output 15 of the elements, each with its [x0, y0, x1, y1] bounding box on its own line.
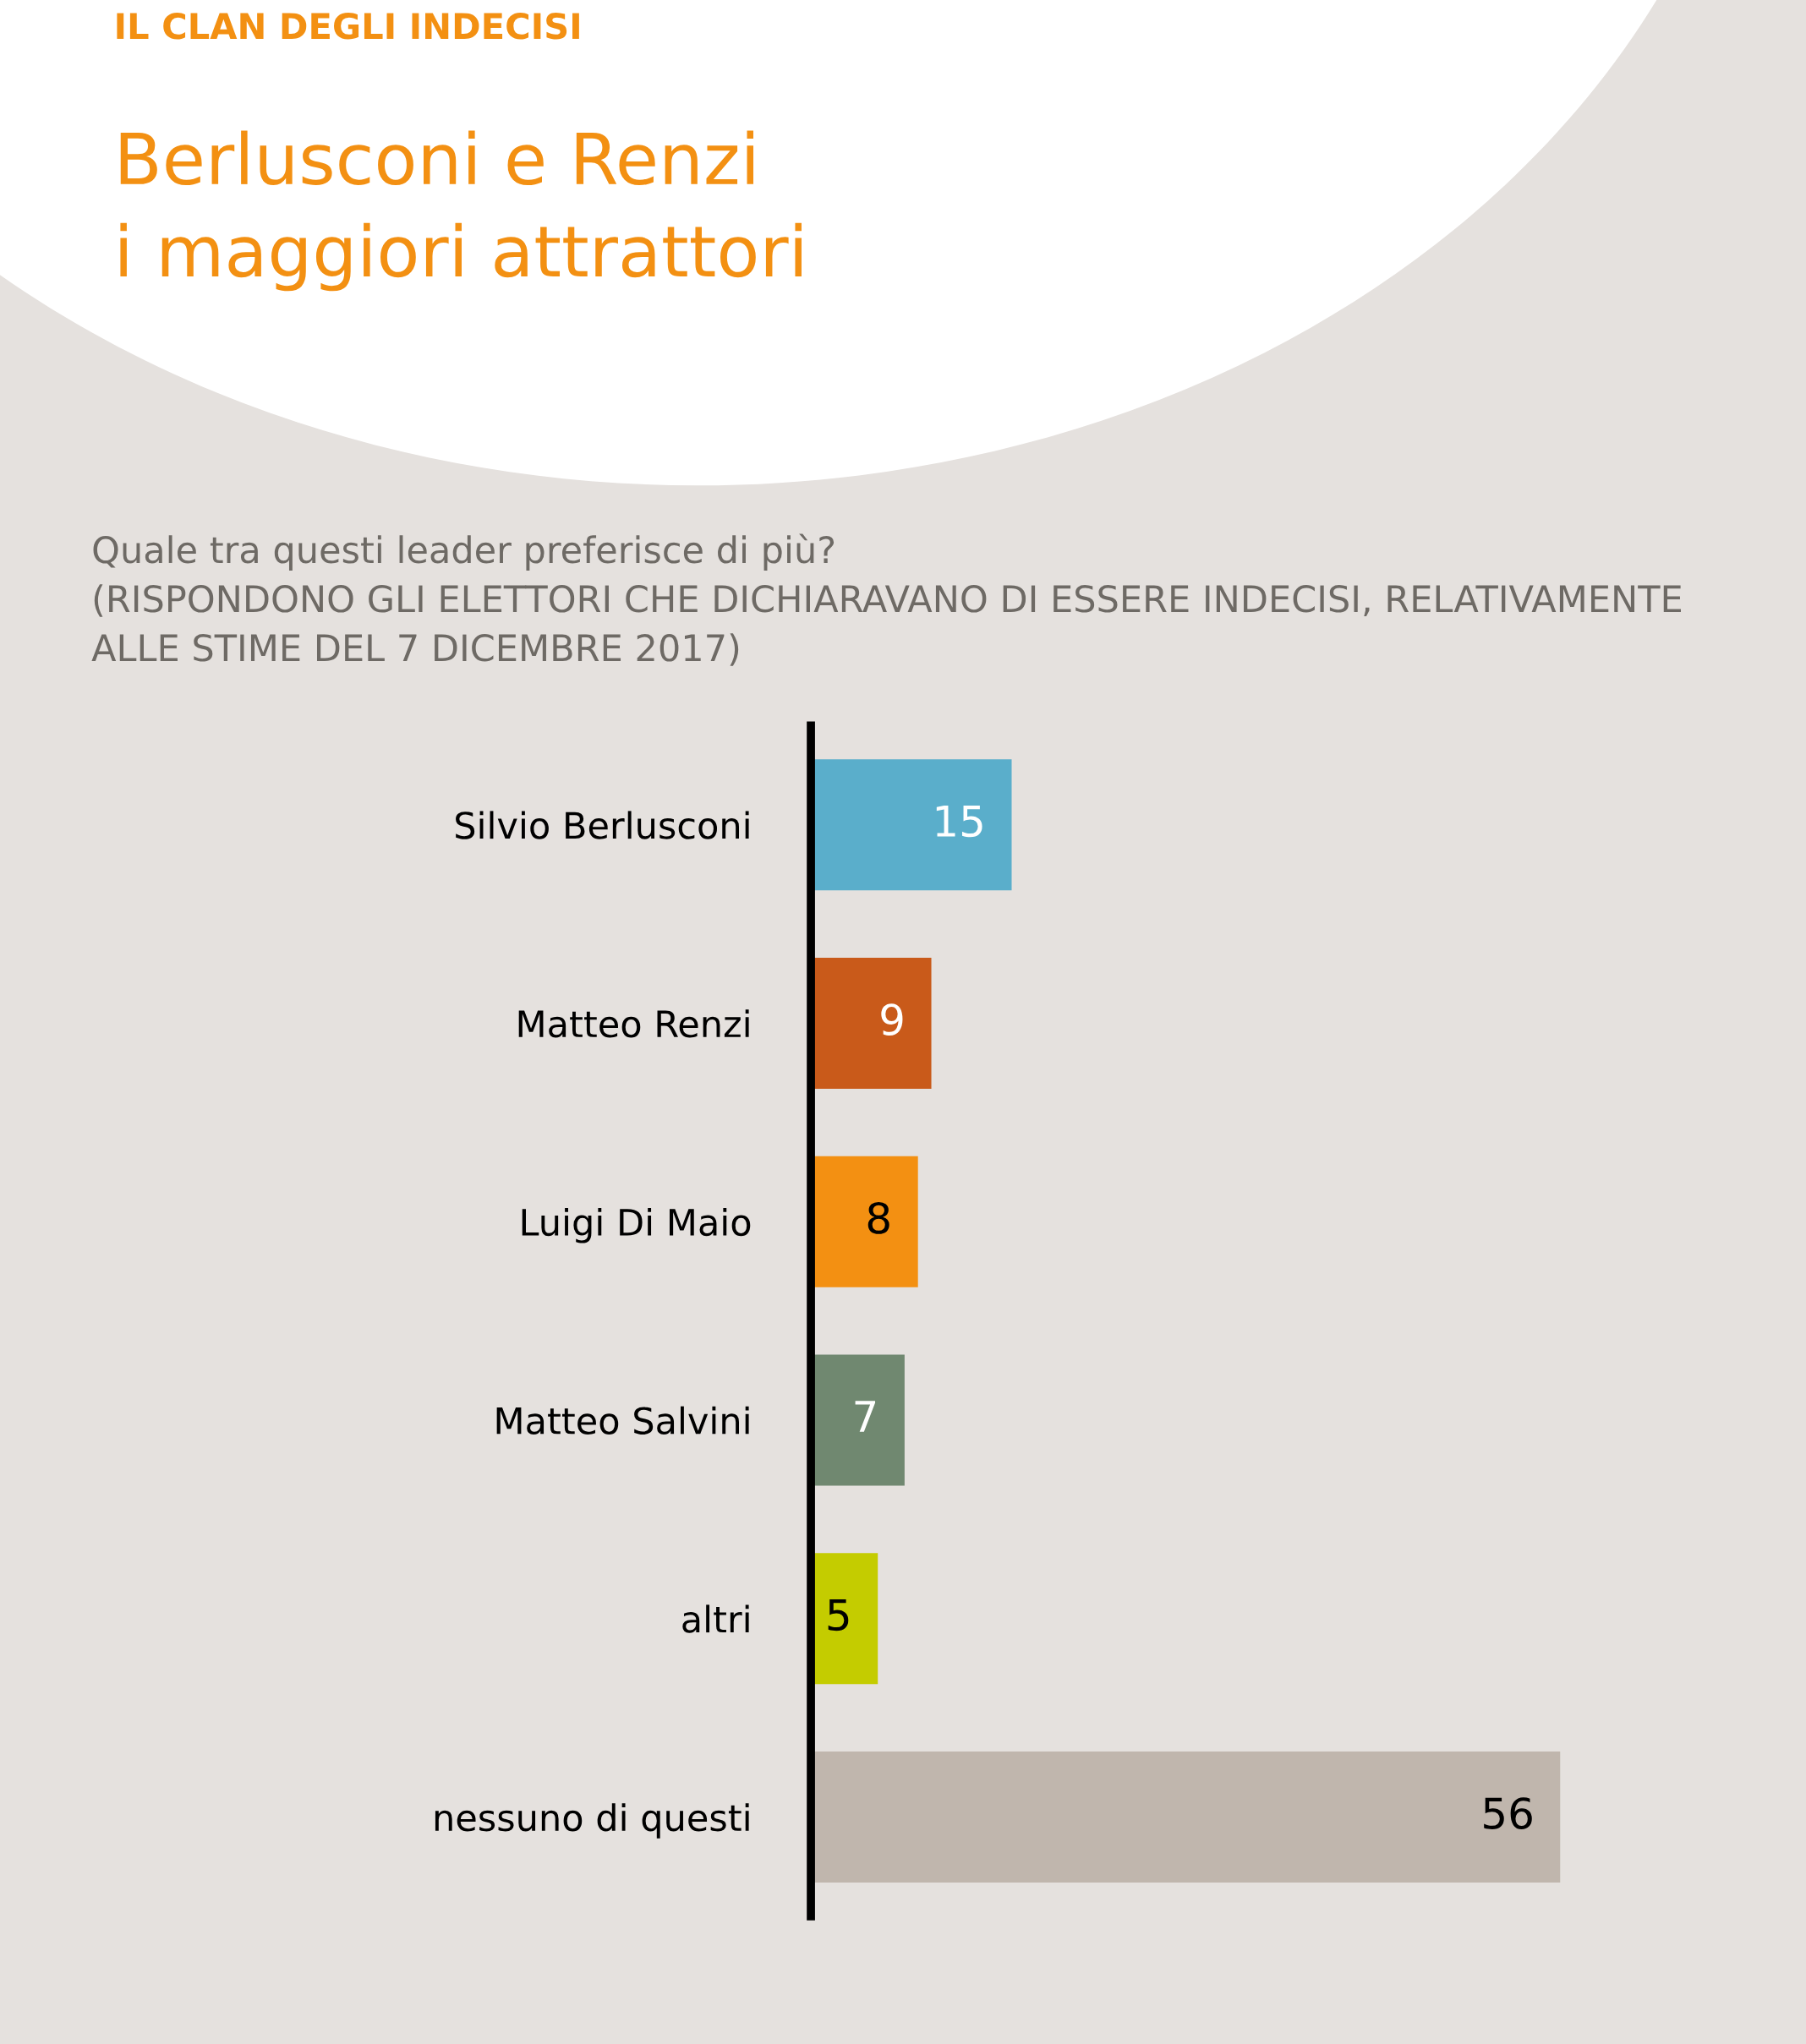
y-tick-label: nessuno di questi [435, 1803, 749, 1839]
data-label: 8 [867, 1201, 889, 1234]
y-tick-label: Matteo Salvini [496, 1406, 749, 1435]
y-tick-label: Matteo Renzi [518, 1009, 749, 1038]
data-label: 7 [855, 1401, 876, 1432]
data-label: 56 [1484, 1797, 1532, 1830]
chart-subtitle: Quale tra questi leader preferisce di più? (RISPONDONO GLI ELETTORI CHE DICHIARAVANO DI ESSERE INDECISI, RELATIVAMENTE ALLE STIME DEL 7 DICEMBRE 2017) [91, 533, 1681, 666]
chart-title: Berlusconi e Renzi i maggiori attrattori [120, 130, 802, 292]
data-label: 5 [828, 1599, 849, 1631]
y-tick-label: Silvio Berlusconi [456, 811, 749, 839]
data-label: 9 [881, 1003, 903, 1036]
data-label: 15 [936, 806, 982, 838]
y-tick-label: Luigi Di Maio [522, 1207, 751, 1243]
text: IL CLAN DEGLI INDECISI [117, 13, 579, 40]
y-tick-label: altri [682, 1604, 749, 1633]
